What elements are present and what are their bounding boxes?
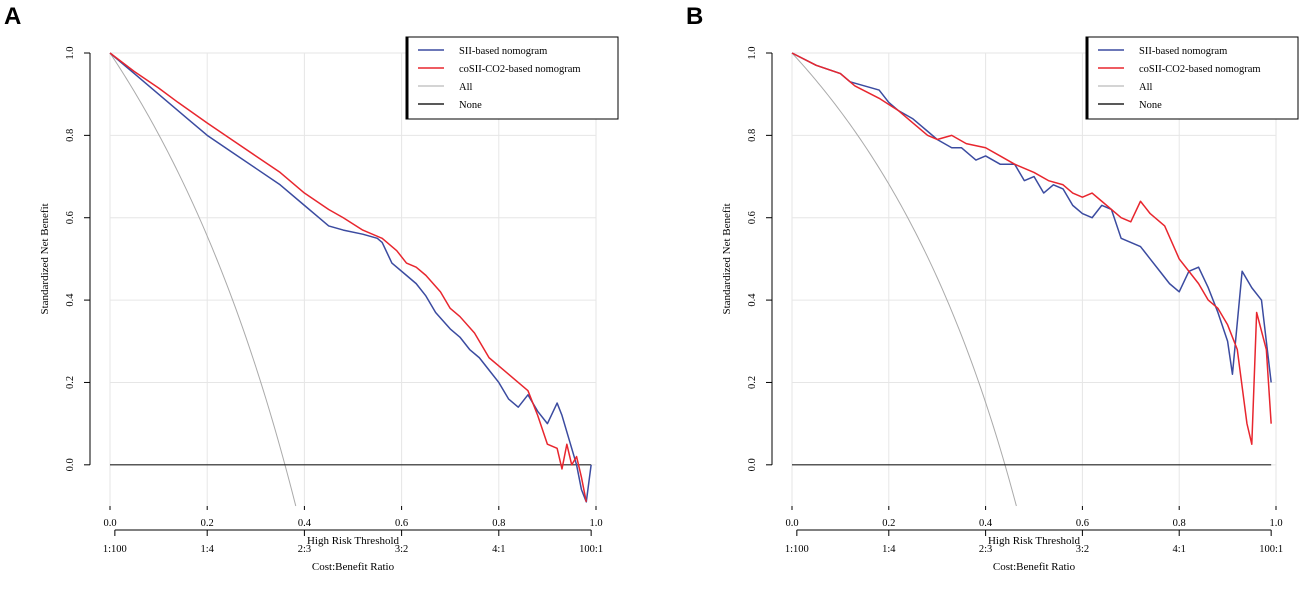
legend-label: None [459,100,482,111]
legend: SII-based nomogram coSII-CO2-based nomogr… [1085,36,1299,120]
cost-benefit-label: 100:1 [1259,544,1283,555]
series-all-line [791,52,1017,507]
x-tick-label: 0.0 [785,518,798,529]
x-tick-label: 0.4 [979,518,993,529]
cost-benefit-axis-title: Cost:Benefit Ratio [312,561,395,573]
legend: SII-based nomogram coSII-CO2-based nomogr… [405,36,619,120]
cost-benefit-label: 3:2 [395,544,408,555]
cost-benefit-label: 3:2 [1076,544,1089,555]
y-tick-label: 0.8 [747,129,758,142]
legend-label: All [1139,82,1153,93]
y-tick-label: 0.6 [65,211,76,224]
legend-label: SII-based nomogram [1139,46,1227,57]
x-axis-label: High Risk Threshold [988,535,1081,547]
x-tick-label: 0.2 [201,518,214,529]
y-tick-label: 0.6 [747,211,758,224]
legend-label: SII-based nomogram [459,46,547,57]
series-all-line [109,52,297,507]
cost-benefit-label: 1:100 [103,544,127,555]
y-tick-label: 0.2 [65,376,76,389]
panel-a: A 0.0 0.2 0.4 0.6 0.8 1.0 Standardized Net Bene… [4,3,619,573]
y-tick-label: 1.0 [747,46,758,59]
y-tick-label: 0.2 [747,376,758,389]
cost-benefit-axis-title: Cost:Benefit Ratio [993,561,1076,573]
cost-benefit-label: 4:1 [1172,544,1185,555]
cost-benefit-label: 100:1 [579,544,603,555]
cost-benefit-label: 1:100 [785,544,809,555]
x-tick-label: 0.2 [882,518,895,529]
y-axis-label: Standardized Net Benefit [721,203,733,314]
legend-label: coSII-CO2-based nomogram [459,64,581,75]
legend-label: coSII-CO2-based nomogram [1139,64,1261,75]
cost-benefit-label: 2:3 [979,544,992,555]
panel-letter: B [686,3,703,30]
x-tick-label: 0.8 [492,518,505,529]
x-tick-label: 1.0 [1269,518,1282,529]
cost-benefit-label: 2:3 [298,544,311,555]
panel-b: B 0.0 0.2 0.4 0.6 0.8 1.0 Standardized Net Bene… [686,3,1299,573]
series-sii-line [109,52,592,503]
cost-benefit-label: 1:4 [882,544,896,555]
legend-label: None [1139,100,1162,111]
x-tick-label: 0.4 [298,518,312,529]
y-tick-label: 0.0 [65,458,76,471]
series-cosii-co2-line [109,52,588,503]
cost-benefit-label: 4:1 [492,544,505,555]
x-tick-label: 0.6 [1076,518,1089,529]
y-tick-label: 0.0 [747,458,758,471]
series-cosii-co2-line [791,52,1272,445]
x-tick-label: 0.0 [103,518,116,529]
x-axis-label: High Risk Threshold [307,535,400,547]
y-tick-label: 0.8 [65,129,76,142]
x-tick-label: 0.6 [395,518,408,529]
x-tick-label: 1.0 [589,518,602,529]
x-tick-label: 0.8 [1173,518,1186,529]
y-tick-label: 0.4 [65,293,76,307]
y-axis-label: Standardized Net Benefit [39,203,51,314]
legend-label: All [459,82,473,93]
cost-benefit-label: 1:4 [200,544,214,555]
y-tick-label: 1.0 [65,46,76,59]
y-tick-label: 0.4 [747,293,758,307]
panel-letter: A [4,3,21,30]
